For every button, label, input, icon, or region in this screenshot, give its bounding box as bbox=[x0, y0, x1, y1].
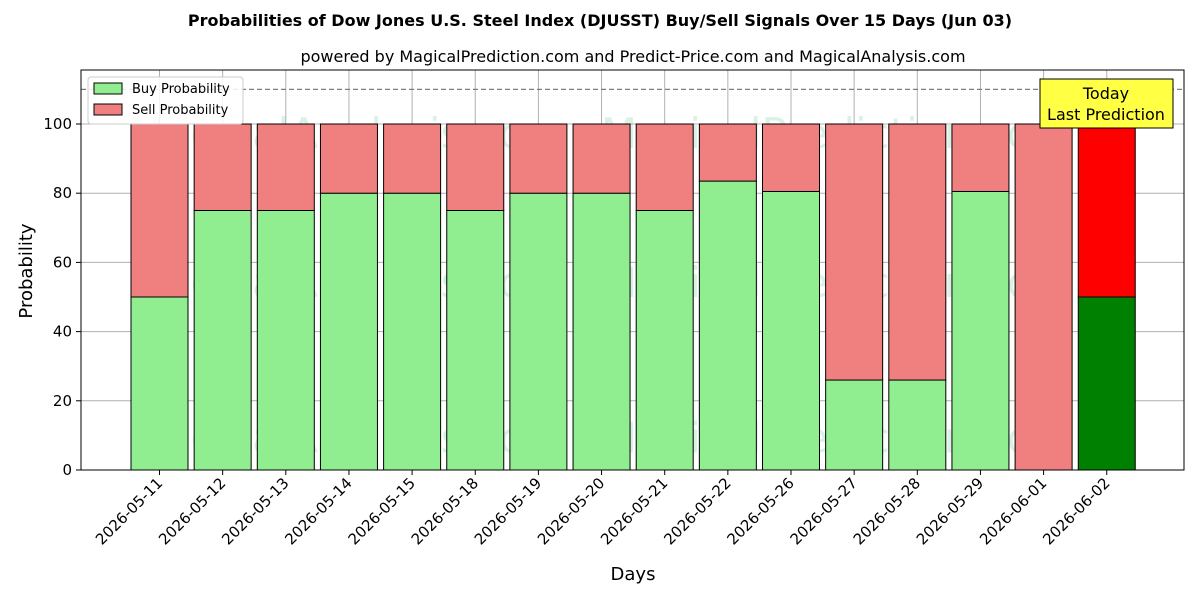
x-tick-label: 2026-05-11 bbox=[92, 474, 166, 548]
chart-title: Probabilities of Dow Jones U.S. Steel In… bbox=[188, 11, 1012, 30]
bar-sell-2026-06-02 bbox=[1077, 123, 1136, 298]
legend-box bbox=[87, 76, 244, 125]
x-tick-label: 2026-05-19 bbox=[471, 474, 545, 548]
legend-swatch-sell bbox=[93, 103, 123, 116]
bar-buy-2026-05-22 bbox=[698, 180, 757, 471]
bar-buy-2026-05-15 bbox=[383, 192, 442, 471]
bar-buy-2026-05-28 bbox=[888, 379, 947, 471]
bar-buy-2026-05-26 bbox=[762, 190, 820, 471]
y-axis-label: Probability bbox=[16, 223, 37, 318]
bars-layer bbox=[130, 123, 1136, 471]
bar-buy-2026-05-11 bbox=[130, 296, 189, 471]
bar-sell-2026-05-14 bbox=[319, 123, 378, 194]
x-tick-label: 2026-05-26 bbox=[723, 474, 797, 548]
x-tick-label: 2026-05-15 bbox=[345, 474, 419, 548]
bar-sell-2026-05-19 bbox=[509, 123, 568, 194]
annotation-line-2: Last Prediction bbox=[1047, 105, 1165, 124]
bar-buy-2026-05-27 bbox=[825, 379, 884, 471]
x-tick-label: 2026-05-21 bbox=[597, 474, 671, 548]
y-tick-label: 0 bbox=[62, 461, 72, 479]
bar-sell-2026-05-22 bbox=[698, 123, 757, 182]
today-annotation: Today Last Prediction bbox=[1039, 78, 1174, 129]
bar-sell-2026-06-01 bbox=[1014, 123, 1073, 471]
bar-sell-2026-05-26 bbox=[762, 123, 820, 192]
bar-sell-2026-05-15 bbox=[383, 123, 442, 194]
x-tick-label: 2026-06-01 bbox=[976, 474, 1050, 548]
bar-buy-2026-05-20 bbox=[572, 192, 631, 471]
plot-frame bbox=[80, 69, 1185, 471]
legend-label-sell: Sell Probability bbox=[132, 103, 229, 118]
x-tick-label: 2026-06-02 bbox=[1039, 474, 1113, 548]
legend: Buy Probability Sell Probability bbox=[87, 76, 244, 125]
x-tick-label: 2026-05-22 bbox=[660, 474, 734, 548]
bar-sell-2026-05-18 bbox=[446, 123, 505, 211]
bar-buy-2026-06-02 bbox=[1077, 296, 1136, 471]
x-axis-label: Days bbox=[611, 564, 656, 585]
x-tick-label: 2026-05-18 bbox=[408, 474, 482, 548]
y-tick-label: 20 bbox=[53, 392, 72, 410]
bar-sell-2026-05-28 bbox=[888, 123, 947, 381]
chart-subtitle: powered by MagicalPrediction.com and Pre… bbox=[300, 47, 965, 66]
annotation-box bbox=[1039, 78, 1174, 129]
bar-sell-2026-05-12 bbox=[193, 123, 252, 211]
bar-buy-2026-05-21 bbox=[635, 210, 694, 471]
y-axis: 0 20 40 60 80 100 bbox=[43, 115, 81, 479]
x-tick-label: 2026-05-13 bbox=[218, 474, 292, 548]
x-tick-label: 2026-05-28 bbox=[850, 474, 924, 548]
bar-sell-2026-05-11 bbox=[130, 123, 189, 298]
bar-buy-2026-05-13 bbox=[256, 210, 315, 471]
bar-buy-2026-05-19 bbox=[509, 192, 568, 471]
legend-swatch-buy bbox=[93, 82, 123, 95]
bar-sell-2026-05-13 bbox=[256, 123, 315, 211]
legend-label-buy: Buy Probability bbox=[132, 82, 230, 97]
x-tick-label: 2026-05-27 bbox=[787, 474, 861, 548]
bar-buy-2026-05-12 bbox=[193, 210, 252, 471]
bar-sell-2026-05-21 bbox=[635, 123, 694, 211]
bar-sell-2026-05-27 bbox=[825, 123, 884, 381]
y-tick-label: 80 bbox=[53, 184, 72, 202]
bar-sell-2026-05-29 bbox=[951, 123, 1010, 192]
x-tick-label: 2026-05-12 bbox=[155, 474, 229, 548]
bar-buy-2026-05-18 bbox=[446, 210, 505, 471]
x-tick-label: 2026-05-14 bbox=[281, 474, 355, 548]
x-tick-label: 2026-05-20 bbox=[534, 474, 608, 548]
bar-buy-2026-05-14 bbox=[319, 192, 378, 471]
y-tick-label: 40 bbox=[53, 323, 72, 341]
y-tick-label: 100 bbox=[43, 115, 72, 133]
bar-buy-2026-05-29 bbox=[951, 190, 1010, 471]
x-tick-label: 2026-05-29 bbox=[913, 474, 987, 548]
y-tick-label: 60 bbox=[53, 253, 72, 271]
annotation-line-1: Today bbox=[1082, 84, 1129, 103]
bar-sell-2026-05-20 bbox=[572, 123, 631, 194]
x-axis: 2026-05-112026-05-122026-05-132026-05-14… bbox=[92, 470, 1114, 548]
